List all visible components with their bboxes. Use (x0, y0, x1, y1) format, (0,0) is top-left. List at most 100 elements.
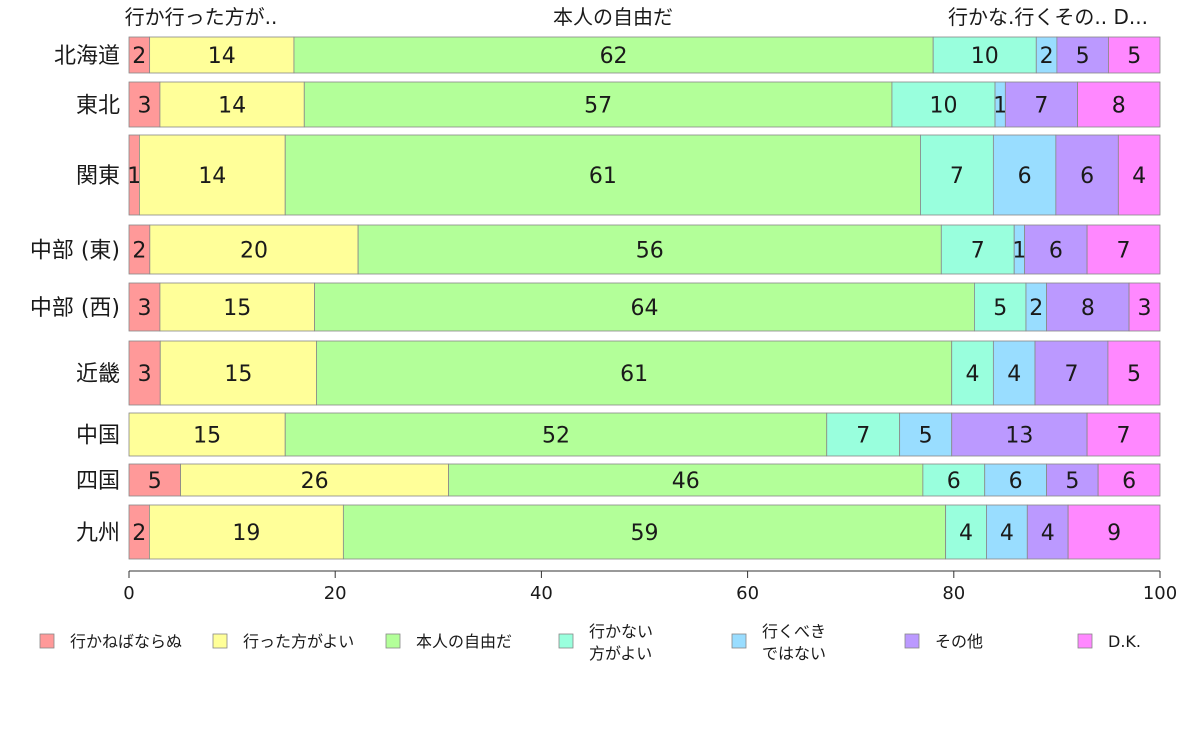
data-label: 14 (198, 164, 226, 189)
bar-segment (1097, 463, 1161, 497)
data-label: 61 (620, 362, 648, 387)
data-label: 3 (137, 94, 151, 119)
data-label: 7 (856, 424, 870, 449)
bar-segment (316, 340, 953, 406)
bar-segment (992, 340, 1036, 406)
bar-segment (1077, 81, 1161, 128)
legend-label: 方がよい (589, 644, 652, 663)
data-label: 52 (542, 424, 570, 449)
data-label: 5 (993, 296, 1007, 321)
bar-segment (284, 412, 828, 457)
bar-segment (1108, 36, 1161, 74)
legend-label: 行くべき (762, 622, 826, 641)
row-label: 北海道 (54, 44, 120, 69)
legend-swatch (731, 633, 747, 649)
data-label: 8 (1112, 94, 1126, 119)
data-label: 4 (1132, 164, 1146, 189)
bar-segment (1024, 224, 1088, 275)
data-label: 7 (1117, 239, 1131, 264)
bar-segment (1067, 504, 1161, 560)
legend-swatch (212, 633, 228, 649)
bar-segment (357, 224, 942, 275)
data-label: 4 (966, 362, 980, 387)
bar-segment (149, 36, 295, 74)
data-label: 6 (1049, 239, 1063, 264)
data-label: 2 (1040, 44, 1054, 69)
data-label: 1 (127, 164, 141, 189)
bar-segment (128, 81, 161, 128)
data-label: 57 (584, 94, 612, 119)
row-label: 四国 (76, 469, 120, 494)
bar-segment (139, 134, 286, 216)
legend-swatch (904, 633, 920, 649)
data-label: 2 (1029, 296, 1043, 321)
data-label: 5 (919, 424, 933, 449)
row-label: 中国 (76, 424, 120, 449)
bar-segment (1117, 134, 1161, 216)
data-label: 4 (959, 521, 973, 546)
data-label: 7 (1064, 362, 1078, 387)
data-label: 3 (138, 362, 152, 387)
data-label: 62 (600, 44, 628, 69)
data-label: 5 (148, 469, 162, 494)
x-tick-label: 60 (736, 583, 759, 604)
bar-segment (899, 412, 953, 457)
bar-segment (159, 282, 315, 332)
bar-segment (932, 36, 1037, 74)
data-label: 1 (993, 94, 1007, 119)
bar-segment (891, 81, 996, 128)
bar-segment (951, 412, 1088, 457)
data-label: 64 (631, 296, 659, 321)
data-label: 7 (971, 239, 985, 264)
data-label: 6 (1009, 469, 1023, 494)
data-label: 4 (1000, 521, 1014, 546)
bar-segment (1055, 134, 1119, 216)
data-label: 14 (218, 94, 246, 119)
row-label: 関東 (76, 164, 120, 189)
data-label: 5 (1127, 44, 1141, 69)
data-label: 4 (1041, 521, 1055, 546)
legend-swatch (39, 633, 55, 649)
bar-segment (314, 282, 975, 332)
bar-segment (159, 81, 305, 128)
row-label: 東北 (76, 94, 120, 119)
legend-label: D.K. (1108, 632, 1141, 651)
bar-segment (986, 504, 1028, 560)
bar-segment (945, 504, 987, 560)
bar-segment (128, 463, 181, 497)
data-label: 6 (1080, 164, 1094, 189)
bar-segment (293, 36, 934, 74)
bar-segment (128, 412, 286, 457)
data-label: 6 (947, 469, 961, 494)
data-label: 10 (929, 94, 957, 119)
legend-label: 行かない (589, 622, 653, 641)
bar-segment (1056, 36, 1109, 74)
legend-label: その他 (935, 632, 983, 651)
bar-segment (303, 81, 893, 128)
x-tick-label: 100 (1143, 583, 1177, 604)
bar-segment (128, 282, 161, 332)
bar-segment (149, 504, 344, 560)
bar-segment (1086, 412, 1161, 457)
data-label: 1 (1012, 239, 1026, 264)
bar-segment (448, 463, 924, 497)
bar-segment (974, 282, 1027, 332)
bar-segment (149, 224, 359, 275)
data-label: 46 (672, 469, 700, 494)
data-label: 7 (1117, 424, 1131, 449)
data-label: 10 (971, 44, 999, 69)
data-label: 56 (636, 239, 664, 264)
data-label: 5 (1127, 362, 1141, 387)
data-label: 7 (950, 164, 964, 189)
legend-label: ではない (762, 644, 826, 663)
top-label: 行か行った方が.. (125, 5, 278, 29)
bar-segment (1034, 340, 1109, 406)
data-label: 59 (631, 521, 659, 546)
data-label: 15 (224, 362, 252, 387)
bar-segment (1046, 282, 1130, 332)
bar-segment (940, 224, 1015, 275)
row-label: 九州 (76, 521, 120, 546)
data-label: 15 (193, 424, 221, 449)
bar-segment (342, 504, 947, 560)
